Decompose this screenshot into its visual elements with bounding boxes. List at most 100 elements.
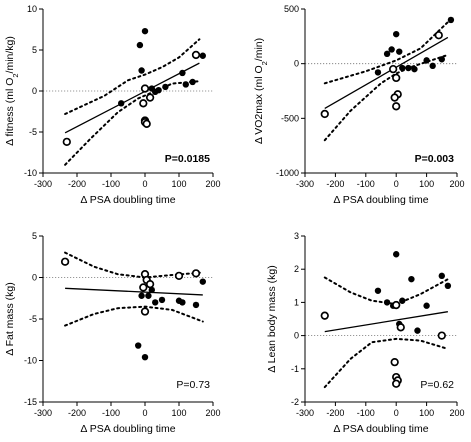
- x-tick-label: 100: [171, 408, 186, 418]
- data-point-filled: [192, 301, 200, 309]
- data-point-filled: [141, 353, 149, 361]
- data-point-open: [60, 257, 70, 266]
- y-tick-label: 0: [294, 59, 299, 69]
- data-point-open: [174, 271, 184, 280]
- x-tick-label: -300: [34, 408, 52, 418]
- x-tick-label: 100: [419, 408, 434, 418]
- x-axis-label: Δ PSA doubling time: [80, 423, 175, 435]
- x-tick-label: 0: [394, 179, 399, 189]
- data-point-open: [434, 31, 443, 40]
- p-value-annotation: P=0.62: [420, 379, 454, 391]
- y-tick-label: -500: [281, 113, 299, 123]
- confidence-band-upper: [323, 276, 449, 306]
- data-point-filled: [182, 81, 189, 88]
- confidence-band-lower: [64, 305, 204, 327]
- data-point-open: [139, 99, 148, 108]
- x-axis-label: Δ PSA doubling time: [80, 194, 175, 206]
- p-value-annotation: P=0.0185: [165, 153, 210, 165]
- x-tick-label: 0: [142, 408, 147, 418]
- data-point-filled: [189, 78, 196, 86]
- p-value-annotation: P=0.73: [176, 379, 210, 391]
- data-point-filled: [414, 327, 421, 334]
- x-tick-label: -200: [326, 408, 344, 418]
- data-point-filled: [136, 41, 144, 49]
- regression-line: [65, 287, 203, 296]
- x-axis-label: Δ PSA doubling time: [333, 423, 428, 435]
- data-point-filled: [444, 282, 452, 289]
- confidence-band-lower: [323, 337, 449, 389]
- confidence-band-lower: [323, 53, 449, 142]
- x-tick-label: 100: [171, 179, 186, 189]
- y-tick-label: 0: [32, 273, 37, 283]
- y-tick-label: 2: [294, 264, 299, 274]
- data-point-filled: [148, 286, 155, 294]
- data-point-filled: [399, 297, 406, 304]
- y-tick-label: -10: [24, 356, 37, 366]
- x-tick-label: -300: [296, 179, 314, 189]
- data-point-open: [392, 102, 401, 111]
- y-tick-label: -1000: [276, 168, 299, 178]
- data-point-filled: [393, 251, 400, 258]
- data-point-filled: [429, 62, 436, 70]
- x-tick-label: -100: [357, 408, 375, 418]
- data-point-filled: [438, 56, 445, 63]
- regression-line: [324, 36, 449, 110]
- x-tick-label: 0: [142, 179, 147, 189]
- data-point-open: [392, 73, 401, 83]
- data-point-open: [437, 331, 446, 340]
- x-tick-label: -100: [357, 179, 375, 189]
- y-tick-label: -5: [29, 127, 37, 137]
- y-tick-label: -2: [291, 397, 299, 407]
- x-tick-label: -100: [102, 179, 120, 189]
- regression-line: [324, 311, 448, 333]
- y-tick-label: -10: [24, 168, 37, 178]
- x-tick-label: 200: [205, 408, 220, 418]
- data-point-filled: [374, 69, 382, 76]
- data-point-open: [140, 84, 150, 93]
- chart-panel-fitness: -300 -200 -100 0 100 200 -10 -5 0 5 10 Δ PSA doubli…: [4, 4, 221, 206]
- y-tick-label: 3: [294, 231, 299, 241]
- chart-panel-leanmass: -300 -200 -100 0 100 200 -2 -1 0 1 2 3 Δ PSA doublin…: [266, 231, 465, 435]
- data-point-filled: [199, 52, 206, 59]
- data-point-open: [320, 311, 329, 320]
- y-tick-label: 1: [294, 297, 299, 307]
- data-point-filled: [423, 302, 430, 309]
- x-tick-label: -300: [34, 179, 52, 189]
- y-tick-label: 10: [27, 4, 37, 14]
- data-point-filled: [155, 86, 162, 94]
- data-point-filled: [438, 272, 445, 280]
- y-tick-label: -5: [29, 314, 37, 324]
- confidence-band-upper: [64, 38, 201, 115]
- x-tick-label: 200: [449, 408, 464, 418]
- data-point-filled: [388, 46, 395, 53]
- data-point-filled: [118, 100, 125, 107]
- y-tick-label: -1: [291, 364, 299, 374]
- y-axis-label: Δ fitness (ml O2/min/kg): [4, 36, 20, 146]
- data-point-filled: [145, 292, 152, 299]
- x-tick-label: -200: [68, 408, 86, 418]
- y-axis-label: Δ Fat mass (kg): [4, 282, 16, 356]
- data-point-filled: [411, 65, 418, 73]
- data-point-open: [142, 119, 151, 128]
- chart-panel-fatmass: -300 -200 -100 0 100 200 -15 -10 -5 0 5 Δ PSA doubl…: [4, 231, 221, 435]
- data-point-filled: [383, 50, 391, 58]
- x-tick-label: -100: [102, 408, 120, 418]
- data-point-open: [139, 283, 148, 292]
- data-point-filled: [383, 299, 391, 306]
- data-point-open: [191, 50, 201, 60]
- data-point-open: [140, 307, 150, 316]
- data-point-filled: [138, 292, 145, 299]
- y-tick-label: 500: [284, 4, 299, 14]
- data-point-filled: [396, 48, 403, 55]
- data-point-filled: [162, 83, 169, 91]
- regression-line: [64, 62, 200, 134]
- data-point-open: [191, 269, 201, 278]
- data-point-filled: [408, 275, 415, 283]
- y-tick-label: -15: [24, 397, 37, 407]
- y-axis-label: Δ Lean body mass (kg): [266, 265, 278, 372]
- data-point-filled: [135, 342, 142, 349]
- data-point-filled: [158, 296, 166, 304]
- data-point-open: [392, 300, 401, 310]
